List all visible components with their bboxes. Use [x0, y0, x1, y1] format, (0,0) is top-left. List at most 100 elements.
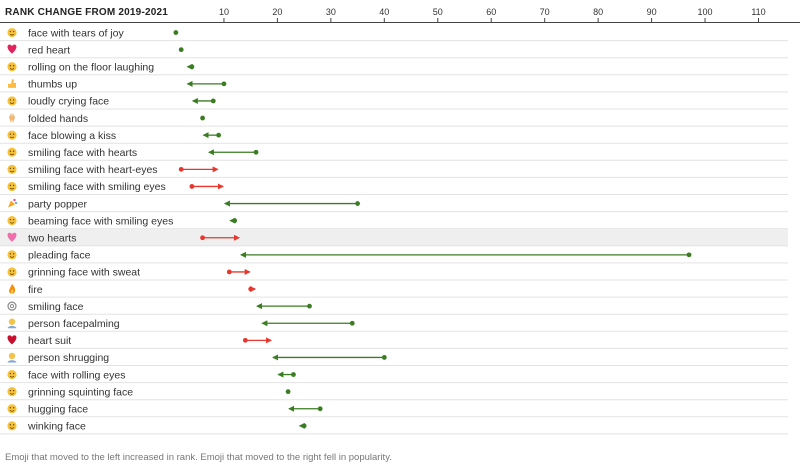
row-label: loudly crying face [28, 96, 109, 108]
rank-start-dot [686, 252, 692, 258]
chart-row: thumbs up [8, 78, 227, 91]
chart-row: fire [9, 284, 257, 296]
rank-start-dot [189, 64, 195, 70]
rank-start-dot [221, 81, 227, 87]
footnote: Emoji that moved to the left increased i… [5, 452, 392, 463]
row-label: winking face [27, 421, 86, 433]
rank-start-dot [216, 132, 222, 138]
chart-row: two hearts [7, 232, 240, 244]
party-popper-icon [8, 198, 17, 208]
rank-start-dot [232, 218, 238, 224]
face-with-tears-of-joy-icon [7, 27, 17, 38]
rank-start-dot [189, 184, 195, 189]
x-tick-label: 30 [326, 7, 336, 17]
rank-start-dot [200, 235, 205, 241]
row-label: smiling face [28, 301, 84, 313]
rank-dot [178, 47, 184, 53]
x-tick-label: 110 [751, 7, 765, 17]
chart-row: heart suit [7, 335, 273, 347]
x-tick-label: 90 [647, 7, 657, 17]
chart-row: grinning face with sweat [7, 267, 251, 279]
row-label: beaming face with smiling eyes [28, 215, 173, 227]
grinning-squinting-face-icon [7, 387, 17, 397]
x-tick-label: 40 [379, 7, 389, 17]
x-tick-label: 100 [698, 7, 713, 17]
chart-row: loudly crying face [7, 96, 216, 108]
smiling-face-with-hearts-icon [7, 147, 17, 157]
chart-row: person facepalming [7, 318, 355, 330]
folded-hands-icon [9, 113, 15, 124]
x-tick-label: 60 [486, 7, 496, 17]
beaming-face-with-smiling-eyes-icon [7, 216, 17, 226]
row-label: two hearts [28, 232, 76, 244]
row-label: face with tears of joy [28, 27, 124, 39]
rank-start-dot [349, 320, 355, 326]
row-label: face with rolling eyes [28, 369, 125, 381]
x-tick-label: 20 [272, 7, 282, 17]
face-blowing-a-kiss-icon [7, 130, 17, 140]
row-label: smiling face with smiling eyes [28, 181, 166, 193]
chart-row: smiling face with smiling eyes [7, 181, 224, 193]
two-hearts-icon [7, 232, 17, 242]
row-label: fire [28, 284, 43, 296]
rank-start-dot [301, 423, 307, 429]
smiling-face-with-smiling-eyes-icon [7, 181, 17, 192]
rank-start-dot [317, 406, 323, 412]
x-tick-label: 80 [593, 7, 603, 17]
smiling-face-icon [7, 301, 17, 311]
chart-row: smiling face with hearts [7, 147, 259, 159]
chart-row: hugging face [7, 403, 323, 415]
row-label: hugging face [28, 403, 88, 415]
highlight-row-band [0, 229, 788, 247]
face-with-rolling-eyes-icon [7, 369, 17, 380]
chart-row: pleading face [7, 250, 692, 262]
row-label: pleading face [28, 250, 91, 262]
fire-icon [9, 284, 16, 294]
row-label: rolling on the floor laughing [28, 61, 154, 73]
chart-row: face blowing a kiss [7, 130, 222, 142]
chart-row: face with rolling eyes [7, 369, 296, 381]
row-label: person shrugging [28, 352, 109, 364]
chart-title: RANK CHANGE FROM 2019-2021 [5, 7, 168, 18]
rank-start-dot [248, 286, 254, 292]
chart-row: folded hands [9, 113, 205, 125]
row-label: grinning squinting face [28, 386, 133, 398]
row-label: red heart [28, 44, 70, 56]
hugging-face-icon [7, 404, 17, 414]
rank-dot [285, 389, 291, 395]
chart-row: beaming face with smiling eyes [7, 215, 238, 227]
red-heart-icon [7, 44, 17, 54]
rank-start-dot [355, 201, 360, 206]
row-label: grinning face with sweat [28, 267, 140, 279]
row-label: face blowing a kiss [28, 130, 116, 142]
row-label: heart suit [28, 335, 71, 347]
rank-start-dot [291, 372, 296, 377]
rank-start-dot [307, 303, 312, 309]
rank-change-chart: RANK CHANGE FROM 2019-2021 10 20 30 40 50 60 7… [0, 7, 800, 435]
chart-row: winking face [7, 421, 307, 433]
rank-start-dot [381, 355, 387, 360]
winking-face-icon [7, 421, 17, 431]
x-tick-label: 50 [433, 7, 443, 17]
chart-row: rolling on the floor laughing [7, 61, 195, 73]
pleading-face-icon [7, 250, 17, 260]
chart-row: party popper [8, 198, 360, 210]
chart-row: smiling face with heart-eyes [7, 164, 219, 176]
rank-dot [200, 115, 205, 121]
chart-row: person shrugging [7, 352, 387, 364]
row-label: smiling face with hearts [28, 147, 137, 159]
smiling-face-with-heart-eyes-icon [7, 164, 17, 174]
loudly-crying-face-icon [7, 96, 17, 106]
rank-start-dot [253, 149, 259, 155]
grinning-face-with-sweat-icon [7, 267, 17, 277]
rolling-on-the-floor-laughing-icon [7, 62, 17, 72]
thumbs-up-icon [8, 78, 16, 88]
row-label: smiling face with heart-eyes [28, 164, 158, 176]
row-label: person facepalming [28, 318, 120, 330]
row-label: folded hands [28, 113, 88, 125]
chart-row: grinning squinting face [7, 386, 291, 398]
chart-row: face with tears of joy [7, 27, 179, 39]
rank-dot [173, 30, 179, 35]
chart-row: red heart [7, 44, 184, 56]
rank-start-dot [226, 269, 232, 275]
